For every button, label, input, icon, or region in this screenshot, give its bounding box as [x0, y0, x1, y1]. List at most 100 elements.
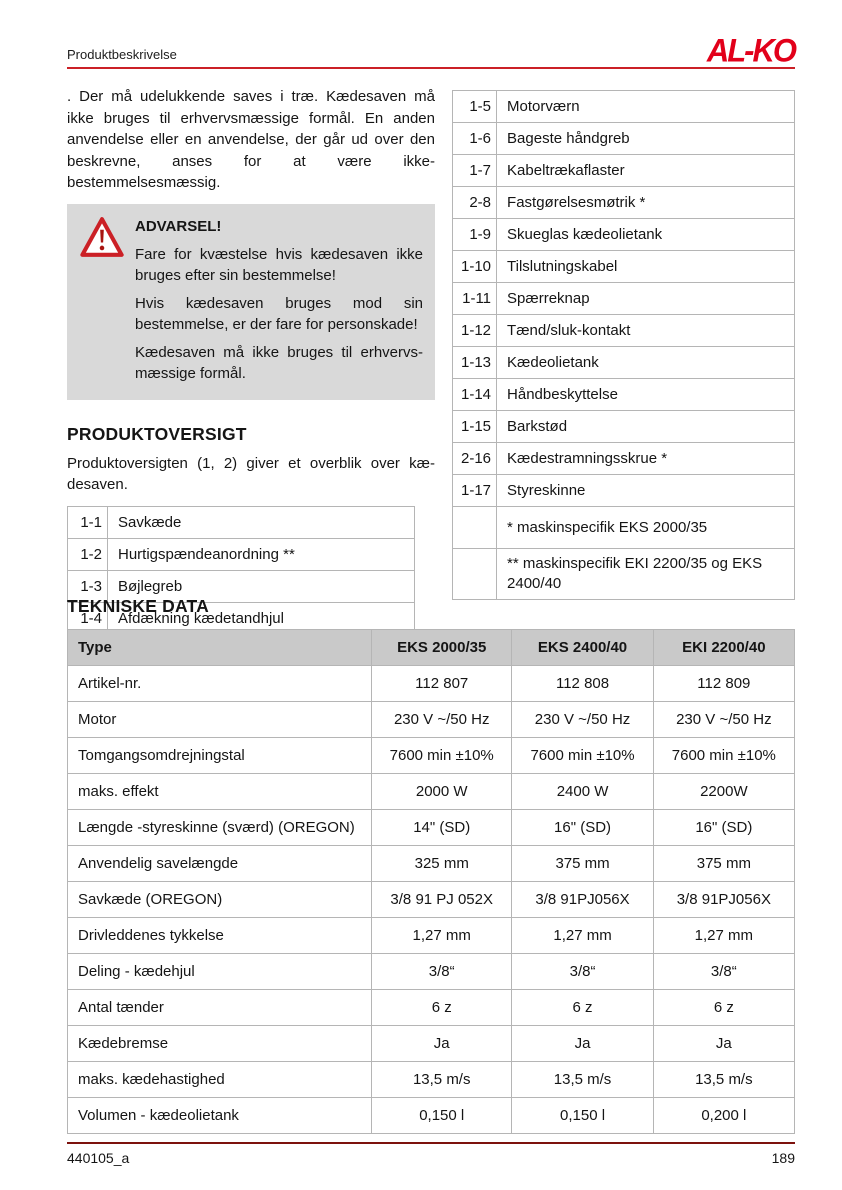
- table-row: 1-2 Hurtigspændeanordning **: [67, 537, 415, 571]
- table-row: maks. effekt 2000 W 2400 W 2200W: [66, 773, 796, 810]
- warning-paragraph-2: Hvis kædesaven bruges mod sin bestemmels…: [135, 294, 423, 333]
- footer-page-number: 189: [771, 1150, 795, 1166]
- spec-value: 6 z: [652, 989, 796, 1026]
- item-label: Hurtigspændeanordning **: [107, 537, 415, 571]
- spec-value: 2000 W: [371, 773, 513, 810]
- spec-value: 2400 W: [511, 773, 654, 810]
- column-header: EKS 2400/40: [511, 629, 654, 666]
- spec-label: Deling - kædehjul: [66, 953, 373, 990]
- spec-value: 230 V ~/50 Hz: [371, 701, 513, 738]
- item-number: 2-8: [451, 186, 498, 219]
- item-label: Bageste håndgreb: [496, 122, 795, 155]
- item-label: Kædeolietank: [496, 346, 795, 379]
- product-overview-intro: Produktoversigten (1, 2) giver et overbl…: [67, 454, 435, 494]
- table-row: Deling - kædehjul 3/8“ 3/8“ 3/8“: [66, 953, 796, 990]
- warning-title: ADVARSEL!: [135, 217, 222, 235]
- footer-document-id: 440105_a: [67, 1150, 130, 1166]
- table-row: 1-15 Barkstød: [451, 410, 795, 443]
- item-label: Håndbeskyttelse: [496, 378, 795, 411]
- table-row: 1-14 Håndbeskyttelse: [451, 378, 795, 411]
- intro-paragraph: . Der må udelukkende saves i træ. Kædesa…: [67, 88, 435, 191]
- item-number: 1-11: [451, 282, 498, 315]
- item-number: 1-15: [451, 410, 498, 443]
- table-header-row: Type EKS 2000/35 EKS 2400/40 EKI 2200/40: [66, 629, 796, 666]
- item-label: Motorværn: [496, 90, 795, 123]
- column-header: Type: [66, 629, 373, 666]
- spec-value: 6 z: [371, 989, 513, 1026]
- footer-rule: [67, 1142, 795, 1144]
- spec-value: 0,150 l: [511, 1097, 654, 1134]
- spec-value: 112 807: [371, 665, 513, 702]
- spec-value: 14" (SD): [371, 809, 513, 846]
- spec-label: Anvendelig savelængde: [66, 845, 373, 882]
- table-row: 1-3 Bøjlegreb: [67, 569, 415, 603]
- spec-label: Tomgangsomdrejningstal: [66, 737, 373, 774]
- item-number: 1-6: [451, 122, 498, 155]
- table-row: Motor 230 V ~/50 Hz 230 V ~/50 Hz 230 V …: [66, 701, 796, 738]
- technical-data-section: TEKNISKE DATA Type EKS 2000/35 EKS 2400/…: [66, 596, 796, 1134]
- spec-value: Ja: [652, 1025, 796, 1062]
- table-row: Drivleddenes tykkelse 1,27 mm 1,27 mm 1,…: [66, 917, 796, 954]
- spec-label: maks. kædehastighed: [66, 1061, 373, 1098]
- spec-value: 375 mm: [652, 845, 796, 882]
- table-row: maks. kædehastighed 13,5 m/s 13,5 m/s 13…: [66, 1061, 796, 1098]
- table-row: 1-13 Kædeolietank: [451, 346, 795, 379]
- table-row: Savkæde (OREGON) 3/8 91 PJ 052X 3/8 91PJ…: [66, 881, 796, 918]
- spec-value: 325 mm: [371, 845, 513, 882]
- item-label: Bøjlegreb: [107, 569, 415, 603]
- spec-value: 375 mm: [511, 845, 654, 882]
- item-number: 1-7: [451, 154, 498, 187]
- spec-value: Ja: [371, 1025, 513, 1062]
- table-row: Antal tænder 6 z 6 z 6 z: [66, 989, 796, 1026]
- table-row: 2-8 Fastgørelsesmøtrik *: [451, 186, 795, 219]
- item-number-empty: [451, 548, 498, 600]
- item-label: Tænd/sluk-kontakt: [496, 314, 795, 347]
- left-column: . Der må udelukkende saves i træ. Kædesa…: [67, 86, 435, 635]
- warning-text: ADVARSEL! Fare for kvæstelse hvis kædesa…: [135, 216, 423, 384]
- table-row: Anvendelig savelængde 325 mm 375 mm 375 …: [66, 845, 796, 882]
- item-label: Styreskinne: [496, 474, 795, 507]
- spec-label: Volumen - kædeolietank: [66, 1097, 373, 1134]
- spec-value: 0,200 l: [652, 1097, 796, 1134]
- spec-label: Savkæde (OREGON): [66, 881, 373, 918]
- page-section-title: Produktbeskrivelse: [67, 47, 177, 62]
- table-row: Længde -styreskinne (sværd) (ORE­GON) 14…: [66, 809, 796, 846]
- spec-value: 3/8“: [371, 953, 513, 990]
- spec-value: 13,5 m/s: [652, 1061, 796, 1098]
- item-number: 1-17: [451, 474, 498, 507]
- spec-value: 7600 min ±10%: [371, 737, 513, 774]
- spec-value: 112 809: [652, 665, 796, 702]
- warning-paragraph-3: Kædesaven må ikke bruges til erhvervs­mæ…: [135, 343, 423, 382]
- table-row: 1-11 Spærreknap: [451, 282, 795, 315]
- item-label: Kabeltrækaflaster: [496, 154, 795, 187]
- table-row-note: ** maskinspecifik EKI 2200/35 og EKS 240…: [451, 548, 795, 600]
- technical-data-table: Type EKS 2000/35 EKS 2400/40 EKI 2200/40…: [66, 629, 796, 1134]
- column-header: EKI 2200/40: [652, 629, 796, 666]
- item-number: 1-12: [451, 314, 498, 347]
- item-number: 1-14: [451, 378, 498, 411]
- overview-table-right: 1-5 Motorværn 1-6 Bageste håndgreb 1-7 K…: [451, 90, 795, 600]
- item-number: 1-10: [451, 250, 498, 283]
- table-row: 1-7 Kabeltrækaflaster: [451, 154, 795, 187]
- alko-logo: AL-KO: [706, 32, 797, 69]
- spec-value: 2200W: [652, 773, 796, 810]
- item-label: Spærreknap: [496, 282, 795, 315]
- item-label: Savkæde: [107, 505, 415, 539]
- item-number: 1-13: [451, 346, 498, 379]
- spec-value: 1,27 mm: [371, 917, 513, 954]
- spec-value: 3/8 91 PJ 052X: [371, 881, 513, 918]
- header-rule: [67, 67, 795, 69]
- spec-label: Drivleddenes tykkelse: [66, 917, 373, 954]
- spec-value: 6 z: [511, 989, 654, 1026]
- spec-value: 7600 min ±10%: [511, 737, 654, 774]
- item-label: Kædestramningsskrue *: [496, 442, 795, 475]
- spec-value: 1,27 mm: [511, 917, 654, 954]
- table-row: 1-5 Motorværn: [451, 90, 795, 123]
- spec-value: 0,150 l: [371, 1097, 513, 1134]
- spec-label: Længde -styreskinne (sværd) (ORE­GON): [66, 809, 373, 846]
- table-row: 1-17 Styreskinne: [451, 474, 795, 507]
- spec-value: 1,27 mm: [652, 917, 796, 954]
- item-number: 1-2: [67, 537, 108, 571]
- table-row: 1-10 Tilslutningskabel: [451, 250, 795, 283]
